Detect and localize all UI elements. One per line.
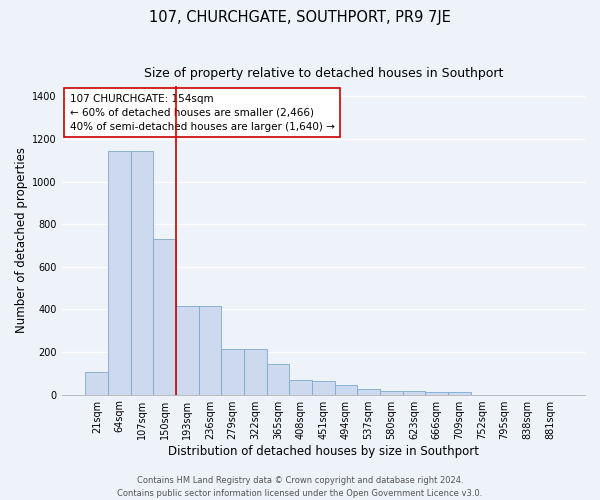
Bar [244, 349, 266, 395]
Bar [448, 392, 470, 394]
Text: 107, CHURCHGATE, SOUTHPORT, PR9 7JE: 107, CHURCHGATE, SOUTHPORT, PR9 7JE [149, 10, 451, 25]
Text: Contains HM Land Registry data © Crown copyright and database right 2024.
Contai: Contains HM Land Registry data © Crown c… [118, 476, 482, 498]
Text: 107 CHURCHGATE: 154sqm
← 60% of detached houses are smaller (2,466)
40% of semi-: 107 CHURCHGATE: 154sqm ← 60% of detached… [70, 94, 334, 132]
Bar [380, 391, 403, 394]
Bar [425, 392, 448, 394]
Title: Size of property relative to detached houses in Southport: Size of property relative to detached ho… [143, 68, 503, 80]
Bar [312, 380, 335, 394]
X-axis label: Distribution of detached houses by size in Southport: Distribution of detached houses by size … [168, 444, 479, 458]
Bar [289, 380, 312, 394]
Y-axis label: Number of detached properties: Number of detached properties [15, 147, 28, 333]
Bar [266, 364, 289, 394]
Bar [154, 239, 176, 394]
Bar [221, 349, 244, 395]
Bar [199, 306, 221, 394]
Bar [108, 151, 131, 394]
Bar [358, 389, 380, 394]
Bar [85, 372, 108, 394]
Bar [131, 151, 154, 394]
Bar [403, 392, 425, 394]
Bar [176, 306, 199, 394]
Bar [335, 385, 358, 394]
